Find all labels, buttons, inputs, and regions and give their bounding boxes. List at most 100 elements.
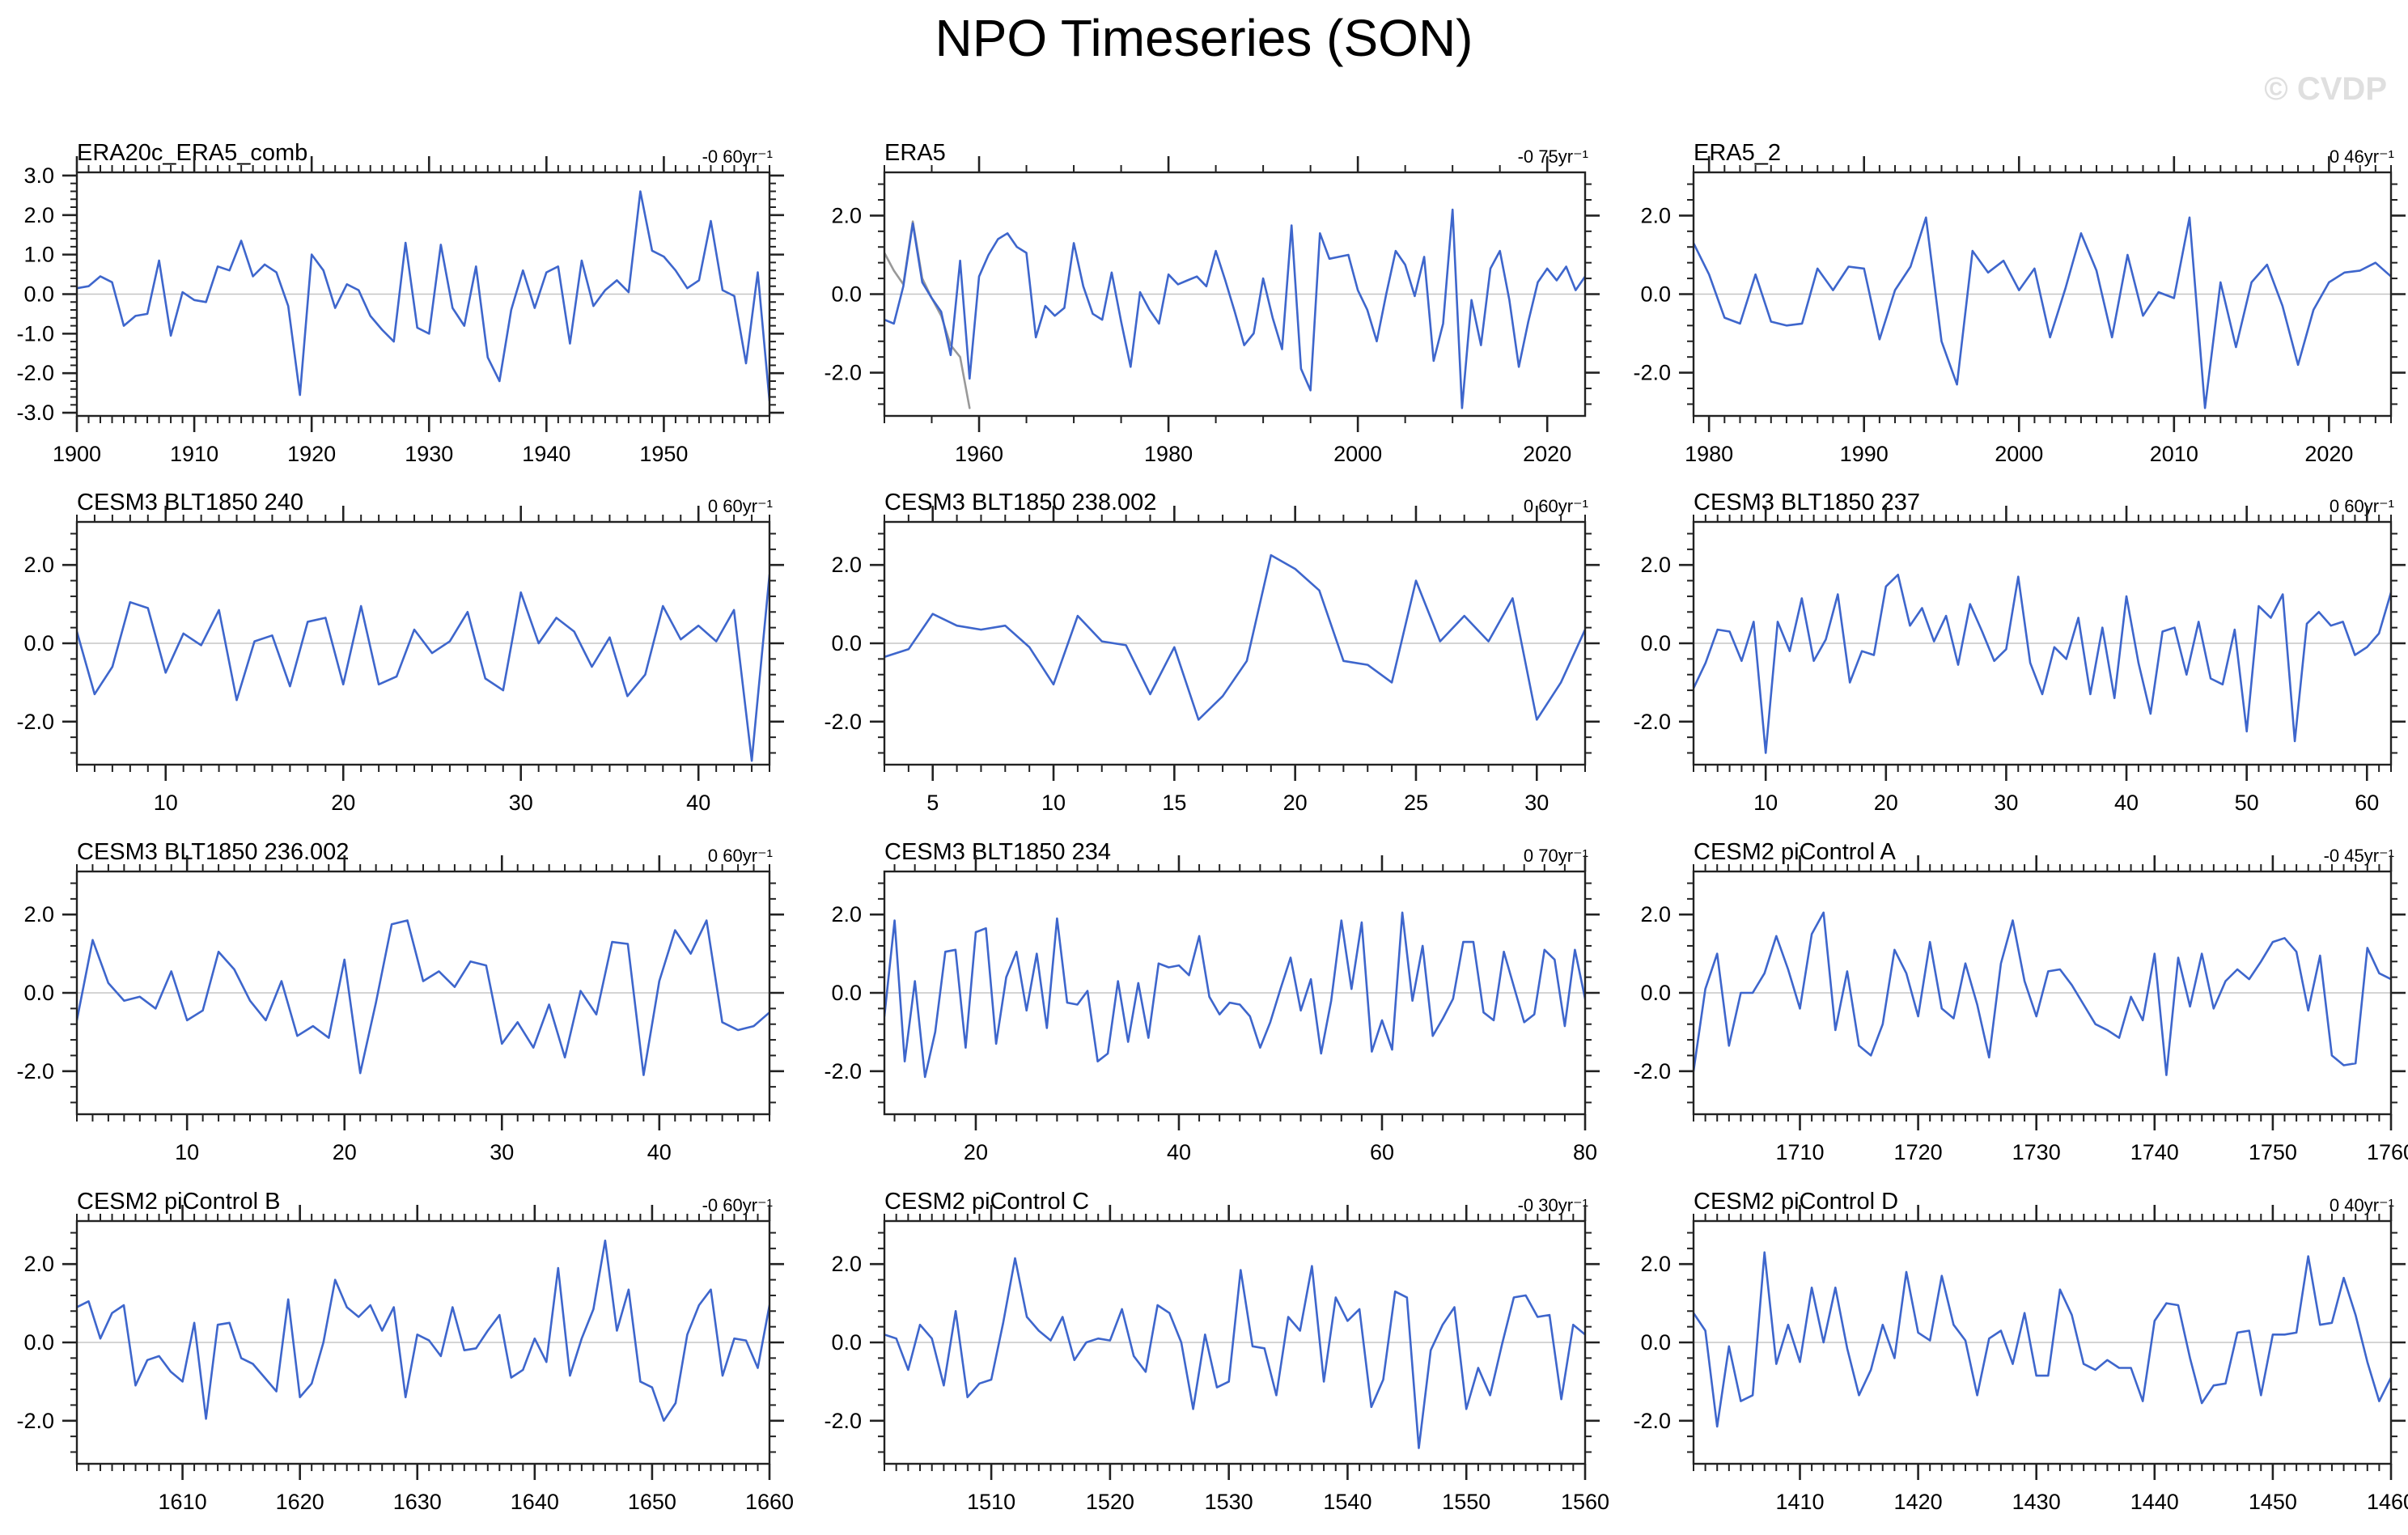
svg-text:10: 10 [1753, 791, 1778, 815]
panel-trend-label: -0 30yr⁻¹ [1517, 1195, 1588, 1215]
axis-ticks [62, 1205, 784, 1480]
svg-text:0.0: 0.0 [1640, 282, 1671, 307]
axis-ticks [1679, 855, 2406, 1130]
axis-tick-labels: 10 20 30 40 2.0 0.0 -2.0 [16, 902, 671, 1164]
svg-text:1760: 1760 [2367, 1140, 2408, 1164]
timeseries-panel: ERA20c_ERA5_comb -0 60yr⁻¹ 1900 1910 1920 1… [6, 130, 794, 479]
series-npo-index [884, 1257, 1585, 1449]
svg-text:1560: 1560 [1561, 1490, 1609, 1514]
series-npo-index [884, 553, 1585, 721]
svg-text:5: 5 [926, 791, 939, 815]
timeseries-panel: CESM3 BLT1850 234 0 70yr⁻¹ 20 40 60 80 2.0 0.… [813, 829, 1609, 1177]
svg-text:-2.0: -2.0 [16, 1059, 54, 1083]
axis-ticks [62, 156, 784, 432]
svg-text:40: 40 [1167, 1140, 1191, 1164]
svg-text:-2.0: -2.0 [1633, 1409, 1671, 1433]
svg-text:1940: 1940 [522, 442, 570, 466]
svg-text:1960: 1960 [955, 442, 1003, 466]
svg-text:3.0: 3.0 [23, 163, 54, 188]
svg-text:0.0: 0.0 [831, 981, 862, 1005]
svg-text:2020: 2020 [1523, 442, 1571, 466]
svg-text:1410: 1410 [1775, 1490, 1824, 1514]
svg-text:1730: 1730 [2012, 1140, 2061, 1164]
svg-text:-2.0: -2.0 [824, 1059, 862, 1083]
svg-text:1430: 1430 [2012, 1490, 2061, 1514]
svg-text:2.0: 2.0 [1640, 553, 1671, 577]
panel-trend-label: 0 60yr⁻¹ [2329, 496, 2394, 516]
panel-title: CESM3 BLT1850 237 [1694, 490, 1920, 515]
svg-text:-2.0: -2.0 [824, 361, 862, 385]
timeseries-plot: 1510 1520 1530 1540 1550 1560 2.0 0.0 -2.0 [824, 1205, 1609, 1514]
svg-text:2.0: 2.0 [23, 1252, 54, 1276]
svg-text:2.0: 2.0 [23, 203, 54, 227]
axis-ticks [62, 506, 784, 781]
svg-text:20: 20 [1874, 791, 1898, 815]
svg-text:1720: 1720 [1894, 1140, 1943, 1164]
svg-text:20: 20 [333, 1140, 357, 1164]
series-npo-index [1694, 574, 2391, 754]
svg-text:-2.0: -2.0 [1633, 361, 1671, 385]
svg-text:0.0: 0.0 [1640, 1330, 1671, 1355]
svg-text:2.0: 2.0 [831, 203, 862, 227]
svg-text:2.0: 2.0 [831, 1252, 862, 1276]
svg-text:0.0: 0.0 [1640, 631, 1671, 655]
svg-text:40: 40 [2114, 791, 2139, 815]
timeseries-plot: 1900 1910 1920 1930 1940 1950 3.0 2.0 1.0 0.0 -1.0… [16, 156, 784, 466]
panel-trend-label: 0 60yr⁻¹ [707, 496, 773, 516]
svg-text:10: 10 [1041, 791, 1066, 815]
svg-text:2.0: 2.0 [23, 902, 54, 927]
axis-ticks [870, 855, 1600, 1130]
series-npo-index [884, 911, 1585, 1079]
svg-text:0.0: 0.0 [23, 282, 54, 307]
svg-text:-2.0: -2.0 [16, 361, 54, 385]
panel-title: ERA20c_ERA5_comb [77, 140, 308, 166]
panel-title: CESM2 piControl A [1694, 839, 1896, 865]
svg-text:2.0: 2.0 [831, 902, 862, 927]
svg-text:0.0: 0.0 [831, 282, 862, 307]
svg-text:1980: 1980 [1685, 442, 1733, 466]
panel-title: CESM3 BLT1850 238.002 [884, 490, 1157, 515]
panel-title: CESM2 piControl D [1694, 1189, 1899, 1215]
svg-text:2000: 2000 [1995, 442, 2043, 466]
svg-text:1980: 1980 [1144, 442, 1193, 466]
axis-tick-labels: 20 40 60 80 2.0 0.0 -2.0 [824, 902, 1597, 1164]
axis-ticks [870, 506, 1600, 781]
svg-text:25: 25 [1404, 791, 1428, 815]
svg-text:80: 80 [1573, 1140, 1597, 1164]
timeseries-plot: 20 40 60 80 2.0 0.0 -2.0 [824, 855, 1600, 1164]
panel-title: CESM3 BLT1850 236.002 [77, 839, 350, 865]
timeseries-panel: CESM3 BLT1850 240 0 60yr⁻¹ 10 20 30 40 2.0 0.… [6, 480, 794, 828]
axis-tick-labels: 1900 1910 1920 1930 1940 1950 3.0 2.0 1.0 0.0 -1.0… [16, 163, 688, 466]
svg-text:1630: 1630 [393, 1490, 442, 1514]
svg-text:1930: 1930 [405, 442, 453, 466]
timeseries-panel: ERA5_2 0 46yr⁻¹ 1980 1990 2000 2010 2020 2.0 0… [1622, 130, 2408, 479]
axis-tick-labels: 1610 1620 1630 1640 1650 1660 2.0 0.0 -2.0 [16, 1252, 794, 1514]
svg-text:-1.0: -1.0 [16, 321, 54, 346]
svg-text:1920: 1920 [287, 442, 336, 466]
svg-text:1610: 1610 [159, 1490, 207, 1514]
svg-text:1660: 1660 [745, 1490, 794, 1514]
svg-text:1510: 1510 [967, 1490, 1015, 1514]
panel-trend-label: 0 60yr⁻¹ [1523, 496, 1588, 516]
svg-text:1750: 1750 [2249, 1140, 2297, 1164]
svg-text:1450: 1450 [2249, 1490, 2297, 1514]
svg-text:30: 30 [1524, 791, 1549, 815]
axis-tick-labels: 10 20 30 40 2.0 0.0 -2.0 [16, 553, 710, 815]
cvdp-watermark: © CVDP [2264, 71, 2387, 107]
svg-text:60: 60 [2355, 791, 2379, 815]
svg-text:-2.0: -2.0 [824, 1409, 862, 1433]
panel-trend-label: 0 46yr⁻¹ [2329, 146, 2394, 167]
panel-trend-label: -0 75yr⁻¹ [1517, 146, 1588, 167]
svg-text:1.0: 1.0 [23, 243, 54, 267]
axis-ticks [1679, 506, 2406, 781]
series-npo-index [884, 208, 1585, 409]
axis-ticks [870, 156, 1600, 432]
panel-title: CESM2 piControl B [77, 1189, 281, 1215]
svg-text:1990: 1990 [1840, 442, 1889, 466]
axis-tick-labels: 1510 1520 1530 1540 1550 1560 2.0 0.0 -2.0 [824, 1252, 1609, 1514]
panel-trend-label: -0 45yr⁻¹ [2323, 846, 2394, 866]
timeseries-plot: 5 10 15 20 25 30 2.0 0.0 -2.0 [824, 506, 1600, 815]
axis-tick-labels: 1960 1980 2000 2020 2.0 0.0 -2.0 [824, 203, 1571, 466]
svg-text:15: 15 [1162, 791, 1186, 815]
svg-text:1550: 1550 [1442, 1490, 1490, 1514]
